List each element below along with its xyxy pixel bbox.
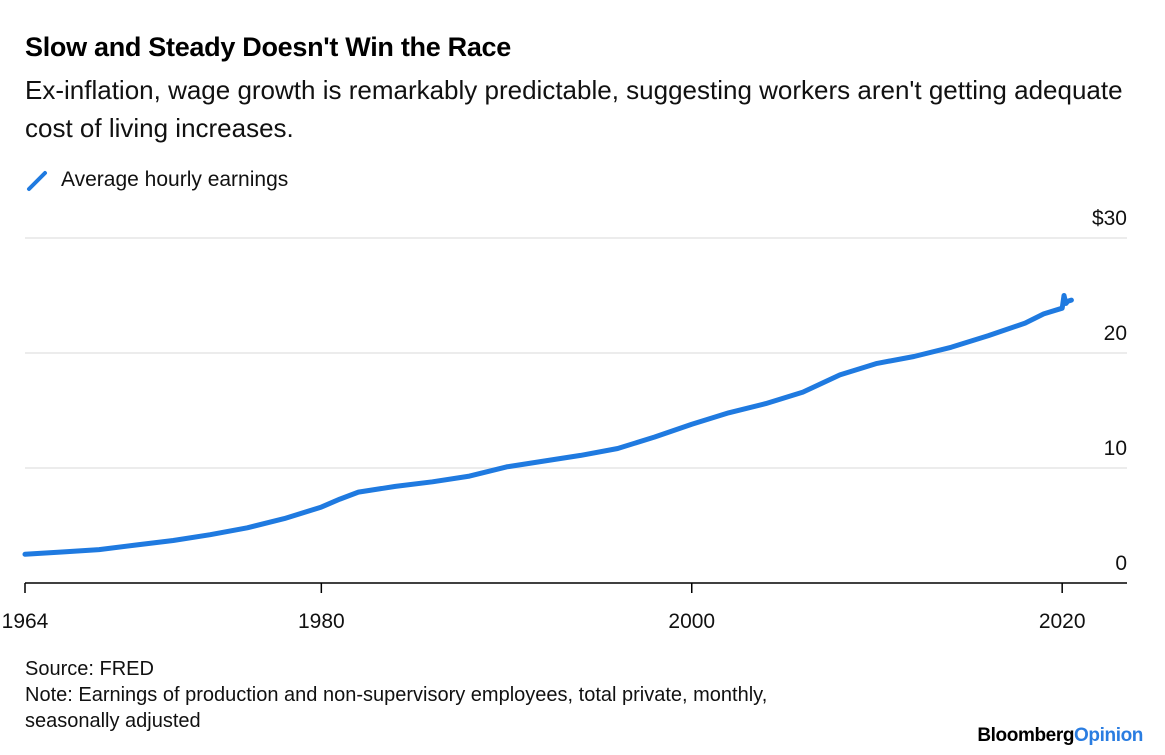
chart-title: Slow and Steady Doesn't Win the Race <box>25 32 511 62</box>
brand-part1: Bloomberg <box>977 725 1075 746</box>
brand-part2: Opinion <box>1074 725 1143 746</box>
note-text: Note: Earnings of production and non-sup… <box>25 684 768 732</box>
x-tick-label: 1964 <box>2 610 49 633</box>
chart-subtitle: Ex-inflation, wage growth is remarkably … <box>25 75 1123 143</box>
source-text: Source: FRED <box>25 658 154 680</box>
source-notes: Source: FRED Note: Earnings of productio… <box>25 656 865 734</box>
legend: Average hourly earnings <box>25 166 288 194</box>
y-tick-label: 10 <box>1104 437 1127 460</box>
x-tick-label: 2020 <box>1039 610 1086 633</box>
x-tick-label: 2000 <box>668 610 715 633</box>
brand-logo: BloombergOpinion <box>977 725 1143 747</box>
legend-swatch-icon <box>27 171 47 191</box>
y-tick-label: $30 <box>1092 207 1127 230</box>
y-tick-label: 0 <box>1115 552 1127 575</box>
y-tick-label: 20 <box>1104 322 1127 345</box>
legend-label: Average hourly earnings <box>61 168 289 191</box>
x-tick-label: 1980 <box>298 610 345 633</box>
series-line-average-hourly-earnings <box>22 293 1074 557</box>
